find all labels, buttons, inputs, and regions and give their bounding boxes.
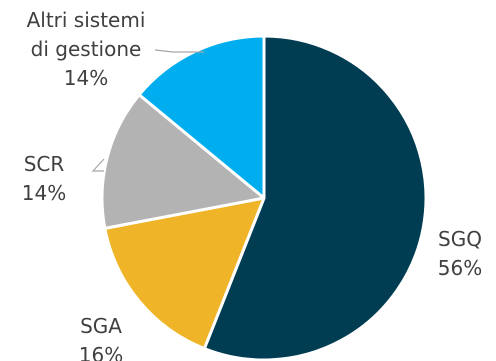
slice-labels: SGQ 56% SGA 16% SCR 14% Altri sistemi di gestio… xyxy=(22,8,482,361)
slice-value-altri-sistemi-di-gestione: 14% xyxy=(64,66,108,90)
slice-label-sga: SGA 16% xyxy=(79,314,123,361)
leader-line-altri-sistemi-di-gestione xyxy=(154,49,204,53)
slice-label-sgq: SGQ 56% xyxy=(438,227,482,280)
leader-lines xyxy=(91,49,204,172)
slice-value-sgq: 56% xyxy=(438,256,482,280)
pie-slice-sga xyxy=(103,196,266,351)
pie-slices xyxy=(100,34,428,361)
pie-slice-sgq xyxy=(202,34,428,361)
pie-slice-scr xyxy=(100,93,266,230)
slice-label-altri-sistemi-di-gestione: Altri sistemi di gestione 14% xyxy=(27,8,146,90)
leader-line-scr xyxy=(91,158,105,172)
slice-value-scr: 14% xyxy=(22,181,66,205)
slice-label-scr: SCR 14% xyxy=(22,152,66,205)
slice-value-sga: 16% xyxy=(79,343,123,361)
